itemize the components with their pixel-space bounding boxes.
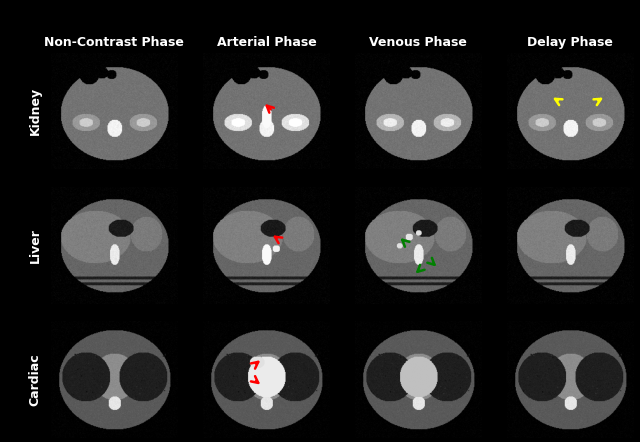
Text: Arterial Phase: Arterial Phase	[216, 36, 316, 49]
Text: Venous Phase: Venous Phase	[369, 36, 467, 49]
Text: Delay Phase: Delay Phase	[527, 36, 613, 49]
Text: Cardiac: Cardiac	[29, 353, 42, 406]
Text: Kidney: Kidney	[29, 87, 42, 135]
Text: Liver: Liver	[29, 228, 42, 263]
Text: Non-Contrast Phase: Non-Contrast Phase	[44, 36, 184, 49]
